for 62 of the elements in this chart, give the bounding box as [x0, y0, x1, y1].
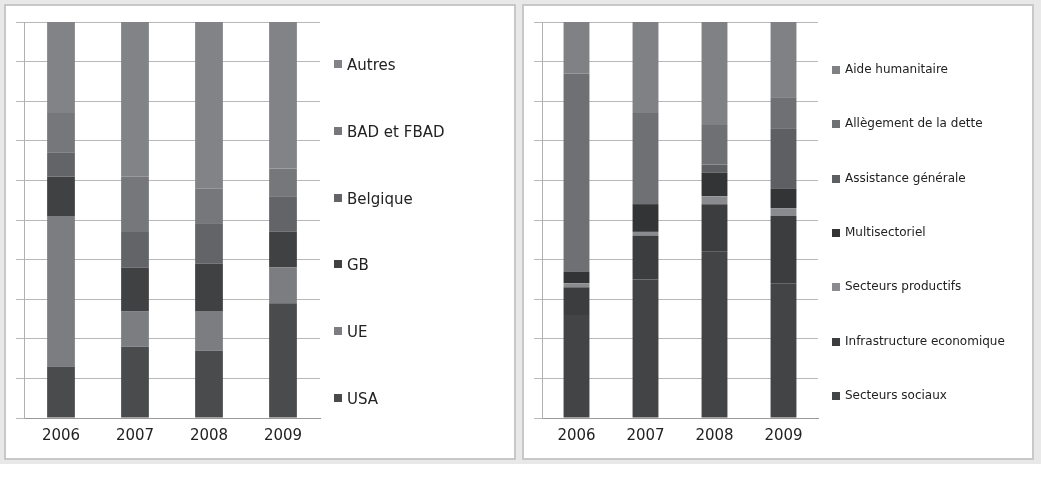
bar — [195, 22, 223, 189]
bar — [563, 73, 590, 272]
bar — [195, 223, 223, 264]
bar — [632, 113, 659, 205]
bar — [47, 152, 75, 177]
bar — [269, 22, 297, 169]
bar — [701, 172, 728, 197]
bar — [269, 303, 297, 418]
bar — [770, 188, 797, 209]
x-tick-label: 2009 — [764, 425, 803, 444]
bar — [269, 196, 297, 232]
legend-label: BAD et FBAD — [347, 122, 445, 141]
x-tick-label: 2008 — [189, 425, 229, 444]
bar — [632, 231, 659, 236]
bar — [632, 204, 659, 232]
bar — [563, 22, 590, 74]
bar — [770, 208, 797, 217]
bar — [47, 22, 75, 114]
legend-label: Aide humanitaire — [845, 62, 948, 77]
bar — [563, 271, 590, 284]
legend-label: GB — [347, 256, 369, 275]
legend-label: Multisectoriel — [845, 224, 926, 239]
bar — [195, 263, 223, 312]
bar — [121, 176, 149, 232]
bar — [47, 176, 75, 217]
bar — [701, 196, 728, 205]
bar — [563, 283, 590, 288]
bar — [121, 22, 149, 177]
x-tick-label: 2007 — [626, 425, 665, 444]
legend-label: UE — [347, 322, 368, 341]
bar — [195, 311, 223, 351]
legend-label: Secteurs sociaux — [845, 387, 947, 402]
bar — [701, 124, 728, 165]
legend-label: Assistance générale — [845, 170, 966, 185]
bar — [195, 350, 223, 418]
legend-label: Secteurs productifs — [845, 279, 962, 294]
x-tick-label: 2008 — [695, 425, 734, 444]
bar — [121, 231, 149, 268]
legend-label: USA — [347, 389, 379, 408]
bar — [770, 128, 797, 189]
bar — [269, 267, 297, 304]
bar — [121, 311, 149, 347]
bar — [47, 366, 75, 418]
x-tick-label: 2006 — [41, 425, 81, 444]
x-tick-label: 2007 — [115, 425, 155, 444]
bar — [632, 22, 659, 114]
legend-label: Allègement de la dette — [845, 116, 983, 131]
bar — [701, 22, 728, 125]
bar — [770, 22, 797, 98]
bar — [269, 168, 297, 197]
bar — [47, 113, 75, 153]
bar — [121, 267, 149, 312]
legend-label: Autres — [347, 56, 396, 75]
bar — [269, 231, 297, 268]
x-tick-label: 2009 — [263, 425, 303, 444]
legend-label: Belgique — [347, 189, 413, 208]
legend-label: Infrastructure economique — [845, 333, 1005, 348]
bar — [195, 188, 223, 224]
bar — [47, 216, 75, 367]
x-tick-label: 2006 — [557, 425, 596, 444]
bar — [121, 346, 149, 418]
bar — [770, 97, 797, 129]
